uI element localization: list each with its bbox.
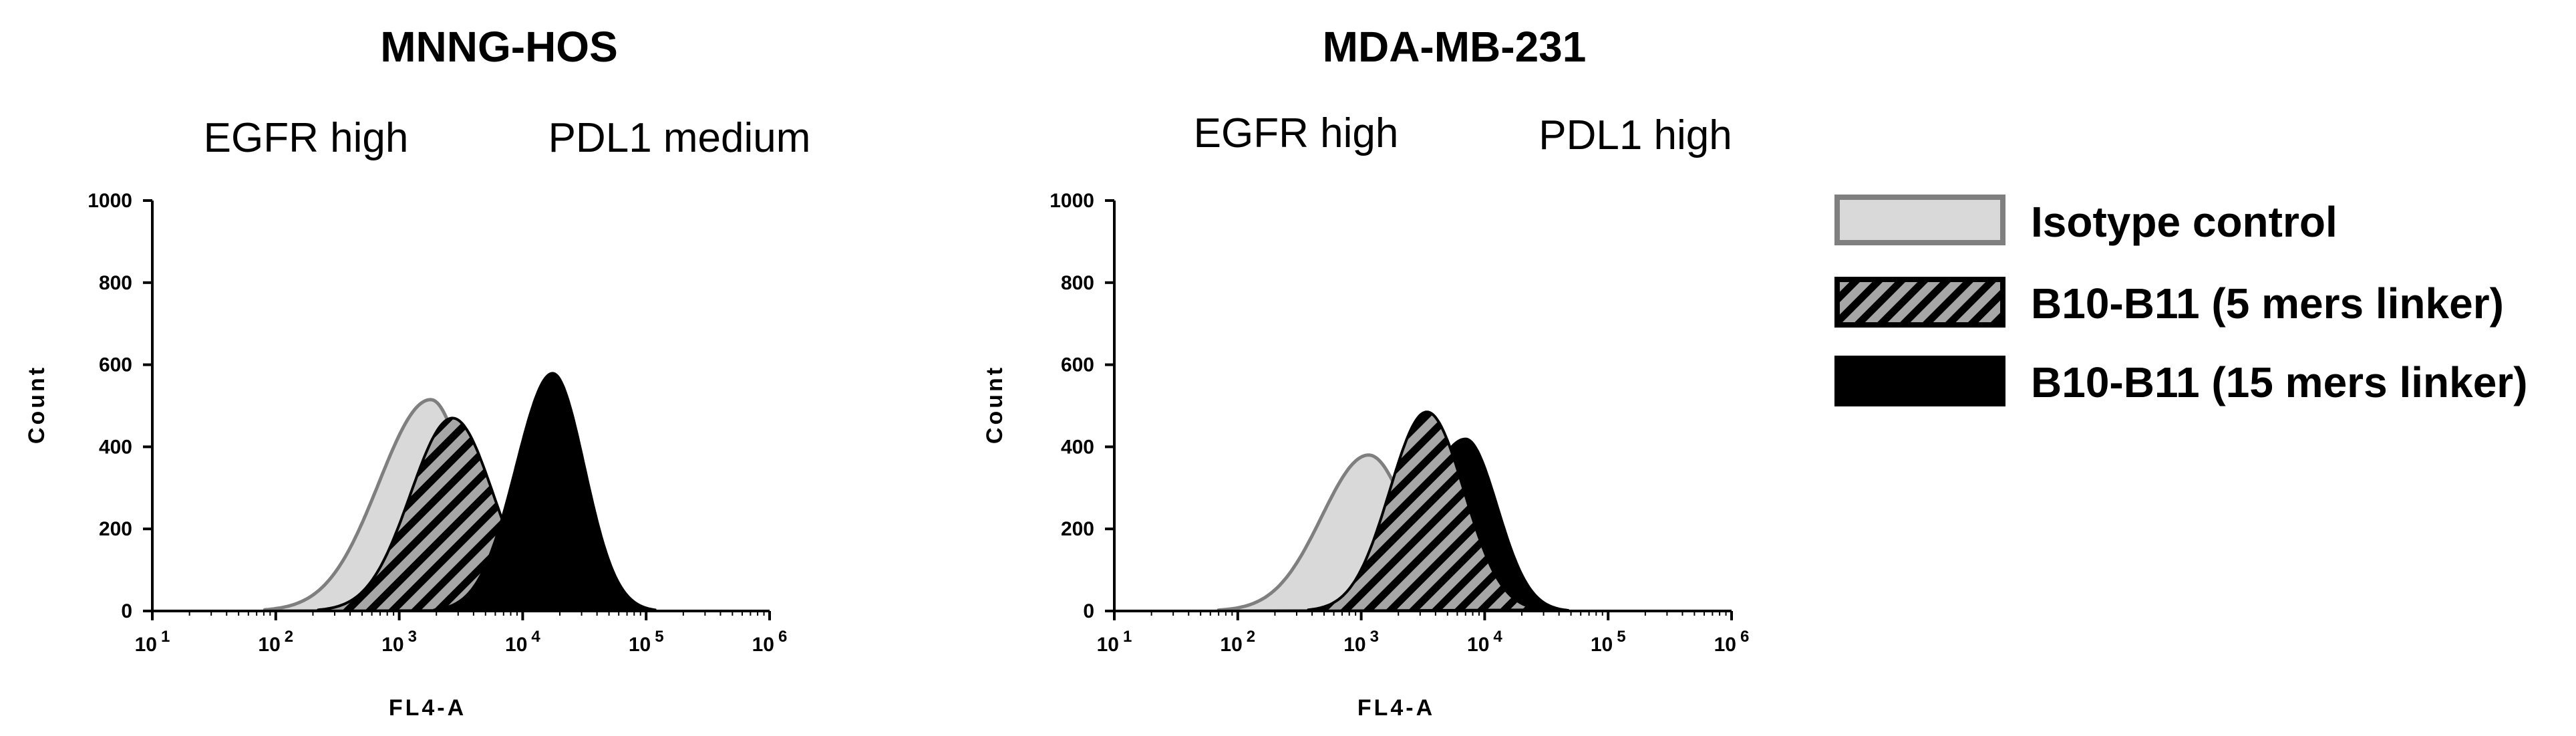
panel-mnng-hos: MNNG-HOS EGFR high PDL1 medium 10 1 10 2 10 3… <box>24 23 810 721</box>
y-tick-label: 1000 <box>88 190 132 212</box>
x-tick-label: 10 3 <box>381 628 417 656</box>
x-tick-label: 10 4 <box>1467 628 1502 656</box>
x-axis-label: FL4-A <box>389 695 466 721</box>
x-axis-label: FL4-A <box>1357 695 1435 721</box>
legend-label: B10-B11 (5 mers linker) <box>2031 279 2504 328</box>
axes: 10 1 10 2 10 3 10 4 10 5 10 6 0 200 400 600 800 1000 <box>88 190 787 656</box>
y-axis-label: Count <box>24 365 49 444</box>
y-tick-label: 600 <box>1061 354 1094 376</box>
x-tick-label: 10 1 <box>1097 628 1132 656</box>
annotation-egfr: EGFR high <box>204 115 409 161</box>
legend-swatch-isotype <box>1834 195 2005 245</box>
annotation-egfr: EGFR high <box>1194 110 1399 156</box>
y-tick-label: 400 <box>1061 436 1094 458</box>
y-tick-label: 800 <box>99 272 132 294</box>
histogram-hatched <box>1307 410 1547 611</box>
annotation-pdl1: PDL1 medium <box>548 115 811 161</box>
x-tick-label: 10 2 <box>1220 628 1255 656</box>
x-tick-label: 10 3 <box>1343 628 1379 656</box>
x-tick-label: 10 2 <box>258 628 293 656</box>
x-tick-label: 10 4 <box>505 628 540 656</box>
legend-label: Isotype control <box>2031 198 2338 246</box>
y-tick-label: 0 <box>121 600 132 622</box>
x-tick-label: 10 5 <box>629 628 664 656</box>
legend-swatch-hatched <box>1834 277 2005 328</box>
axes: 10 1 10 2 10 3 10 4 10 5 10 6 0 200 400 600 800 1000 <box>1050 190 1749 656</box>
chart-title: MDA-MB-231 <box>1323 23 1587 71</box>
legend: Isotype control B10-B11 (5 mers linker) … <box>1834 195 2528 406</box>
plot-area <box>263 372 657 611</box>
histogram-black <box>433 372 657 611</box>
x-tick-label: 10 6 <box>752 628 788 656</box>
x-tick-label: 10 6 <box>1714 628 1750 656</box>
legend-swatch-black <box>1834 356 2005 406</box>
plot-area <box>1217 410 1569 611</box>
x-tick-label: 10 5 <box>1591 628 1626 656</box>
legend-label: B10-B11 (15 mers linker) <box>2031 358 2528 406</box>
y-tick-label: 0 <box>1083 600 1094 622</box>
y-tick-label: 1000 <box>1050 190 1094 212</box>
y-tick-label: 200 <box>1061 518 1094 540</box>
panel-mda-mb-231: MDA-MB-231 EGFR high PDL1 high 10 1 10 2 10 3… <box>982 23 1749 721</box>
y-tick-label: 200 <box>99 518 132 540</box>
annotation-pdl1: PDL1 high <box>1539 112 1732 158</box>
y-tick-label: 400 <box>99 436 132 458</box>
y-tick-label: 800 <box>1061 272 1094 294</box>
y-axis-label: Count <box>982 365 1007 444</box>
chart-title: MNNG-HOS <box>380 23 618 71</box>
y-tick-label: 600 <box>99 354 132 376</box>
x-tick-label: 10 1 <box>135 628 170 656</box>
